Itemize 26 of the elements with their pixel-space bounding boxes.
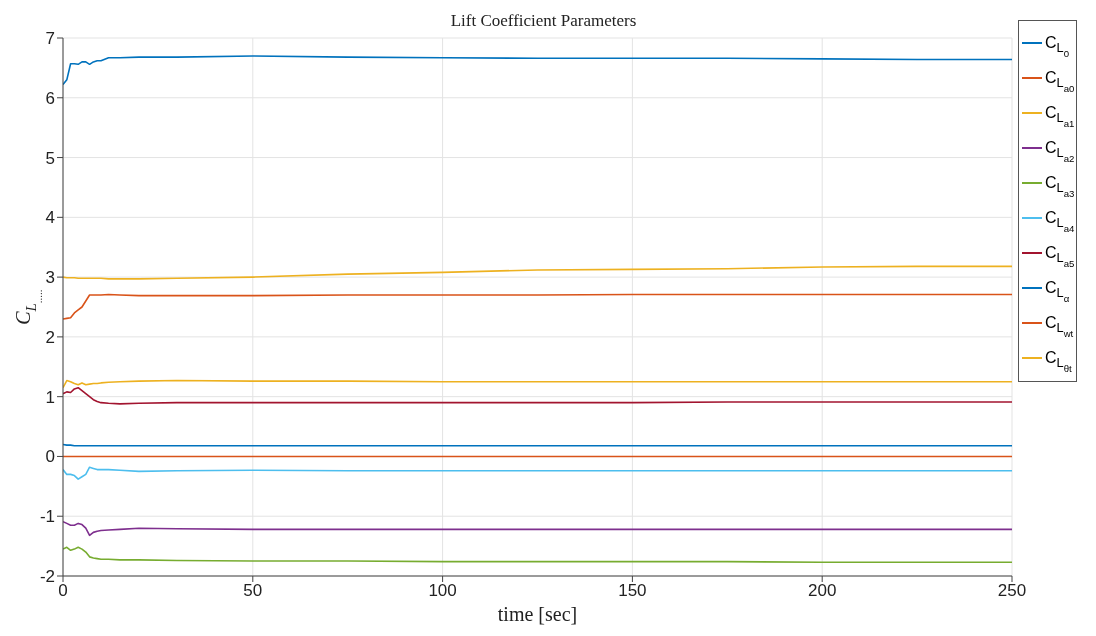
y-tick-label: 1: [45, 387, 55, 407]
y-tick-label: 3: [45, 268, 55, 288]
x-axis-title: time [sec]: [497, 603, 578, 625]
y-tick-label: 4: [45, 208, 55, 228]
x-tick-label: 150: [618, 581, 647, 601]
x-tick-label: 250: [997, 581, 1027, 601]
line-series: [63, 55, 1012, 86]
x-tick-label: 100: [428, 581, 457, 601]
y-tick-label: 0: [45, 447, 55, 467]
line-series: [63, 546, 1012, 564]
y-tick-label: 7: [45, 29, 55, 49]
y-tick-label: 2: [45, 327, 55, 347]
line-series: [63, 379, 1012, 389]
x-tick-label: 200: [808, 581, 837, 601]
chart-title: Lift Coefficient Parameters: [450, 11, 637, 30]
line-series: [63, 293, 1012, 320]
y-tick-label: 6: [45, 88, 55, 108]
line-series: [63, 520, 1012, 537]
line-series: [63, 386, 1012, 405]
x-tick-label: 50: [243, 581, 263, 601]
line-series: [63, 265, 1012, 280]
x-tick-label: 0: [58, 581, 68, 601]
y-tick-label: -2: [39, 567, 55, 587]
line-series: [63, 466, 1012, 480]
y-tick-label: 5: [45, 148, 55, 168]
y-tick-label: -1: [39, 507, 55, 527]
